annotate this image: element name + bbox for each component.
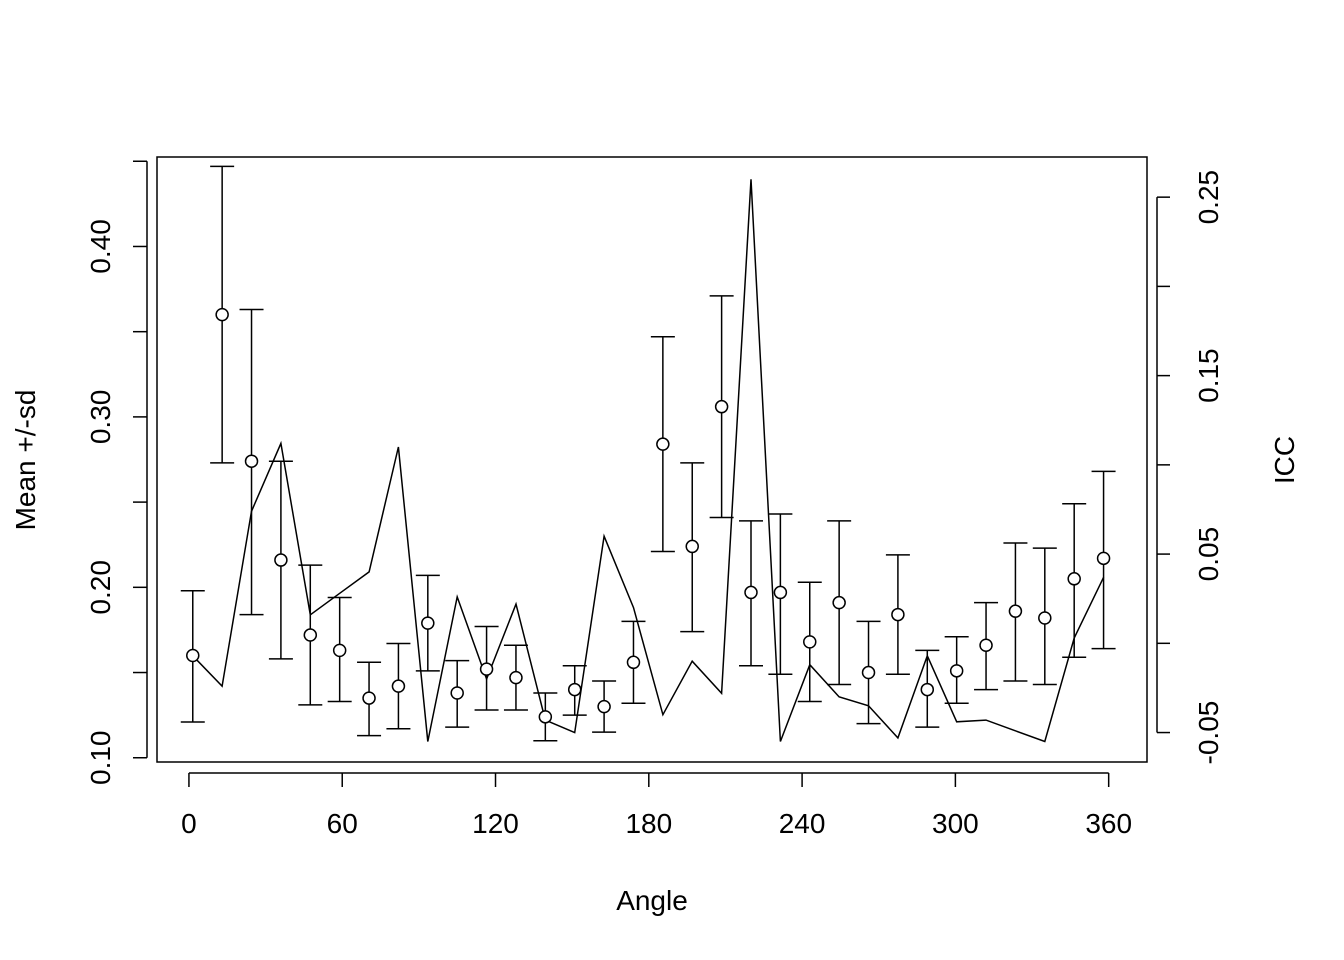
mean-point xyxy=(803,635,817,649)
mean-point xyxy=(656,437,670,451)
mean-sd-point-group xyxy=(1032,547,1057,686)
left-axis-tick-label: 0.20 xyxy=(85,560,116,615)
mean-point xyxy=(391,679,406,693)
mean-point xyxy=(450,686,464,700)
x-axis-tick-label: 0 xyxy=(181,808,197,839)
mean-sd-point-group xyxy=(621,620,646,704)
mean-sd-point-group xyxy=(915,649,940,728)
mean-point xyxy=(920,682,935,697)
mean-point xyxy=(274,553,288,567)
right-axis-tick-label: -0.05 xyxy=(1193,701,1224,765)
mean-sd-point-group xyxy=(210,165,235,464)
mean-point xyxy=(215,307,229,322)
mean-point xyxy=(685,539,699,554)
mean-point xyxy=(832,595,846,610)
right-y-axis: -0.05 0.05 0.15 0.25 xyxy=(1156,170,1224,765)
mean-point xyxy=(597,699,611,714)
mean-sd-point-group xyxy=(709,295,734,519)
x-axis: 0 60 120 180 240 300 360 xyxy=(181,772,1132,839)
mean-point xyxy=(891,607,905,622)
mean-point xyxy=(509,670,523,685)
mean-point xyxy=(332,643,347,658)
mean-point xyxy=(1067,572,1081,586)
y2-axis-label: ICC xyxy=(1269,436,1300,484)
mean-point xyxy=(949,664,964,678)
left-axis-tick-label: 0.10 xyxy=(85,730,116,785)
mean-sd-point-group xyxy=(533,692,558,742)
plot-frame xyxy=(156,156,1148,763)
left-y-axis: 0.10 0.20 0.30 0.40 xyxy=(85,160,148,785)
mean-sd-point-group xyxy=(1091,470,1116,650)
mean-sd-point-group xyxy=(768,513,793,675)
x-axis-tick-label: 360 xyxy=(1085,808,1132,839)
mean-sd-point-group xyxy=(386,642,411,730)
mean-sd-point-group xyxy=(357,661,382,737)
mean-point xyxy=(1096,551,1111,566)
right-axis-tick-label: 0.05 xyxy=(1193,527,1224,582)
mean-sd-point-group xyxy=(827,520,852,686)
mean-point xyxy=(567,682,582,697)
mean-point xyxy=(421,616,435,630)
mean-sd-point-group xyxy=(797,581,822,703)
mean-sd-point-group xyxy=(415,574,440,672)
y-axis-label: Mean +/-sd xyxy=(10,390,41,531)
mean-point xyxy=(303,628,318,642)
mean-sd-point-group xyxy=(503,644,528,711)
mean-point xyxy=(244,454,259,468)
mean-sd-point-group xyxy=(268,460,293,660)
mean-sd-point-group xyxy=(1003,542,1028,682)
right-axis-tick-label: 0.25 xyxy=(1193,170,1224,225)
mean-sd-point-group xyxy=(944,635,969,704)
mean-sd-point-group xyxy=(562,664,587,716)
mean-point xyxy=(979,638,993,653)
x-axis-tick-label: 300 xyxy=(932,808,979,839)
mean-sd-point-group xyxy=(856,620,881,725)
mean-sd-point-group xyxy=(298,564,323,706)
x-axis-tick-label: 60 xyxy=(327,808,358,839)
mean-sd-point-group xyxy=(974,601,999,691)
mean-sd-point-group xyxy=(327,596,352,703)
left-axis-tick-label: 0.30 xyxy=(85,390,116,445)
mean-sd-point-group xyxy=(239,308,264,616)
mean-point xyxy=(1038,611,1052,625)
left-axis-tick-label: 0.40 xyxy=(85,219,116,274)
mean-sd-point-group xyxy=(474,625,499,711)
mean-sd-point-group xyxy=(445,659,470,728)
mean-point xyxy=(1008,604,1023,618)
mean-sd-point-group xyxy=(180,589,205,723)
mean-point xyxy=(861,665,876,680)
mean-point xyxy=(773,585,788,600)
x-axis-tick-label: 180 xyxy=(625,808,672,839)
mean-sd-series xyxy=(180,165,1116,742)
mean-sd-point-group xyxy=(650,336,675,553)
mean-sd-point-group xyxy=(885,554,910,675)
mean-point xyxy=(479,662,494,676)
x-axis-label: Angle xyxy=(616,885,688,916)
icc-series xyxy=(192,179,1105,743)
mean-point xyxy=(744,585,758,600)
mean-sd-point-group xyxy=(1062,503,1087,658)
mean-point xyxy=(362,691,376,705)
right-axis-tick-label: 0.15 xyxy=(1193,348,1224,403)
mean-sd-point-group xyxy=(592,680,617,733)
icc-line xyxy=(192,179,1105,743)
x-axis-tick-label: 240 xyxy=(779,808,826,839)
mean-point xyxy=(186,648,200,663)
mean-point xyxy=(626,655,641,670)
mean-point xyxy=(714,399,729,414)
mean-sd-point-group xyxy=(680,462,705,633)
x-axis-tick-label: 120 xyxy=(472,808,519,839)
mean-point xyxy=(538,710,553,724)
mean-sd-point-group xyxy=(739,520,763,667)
